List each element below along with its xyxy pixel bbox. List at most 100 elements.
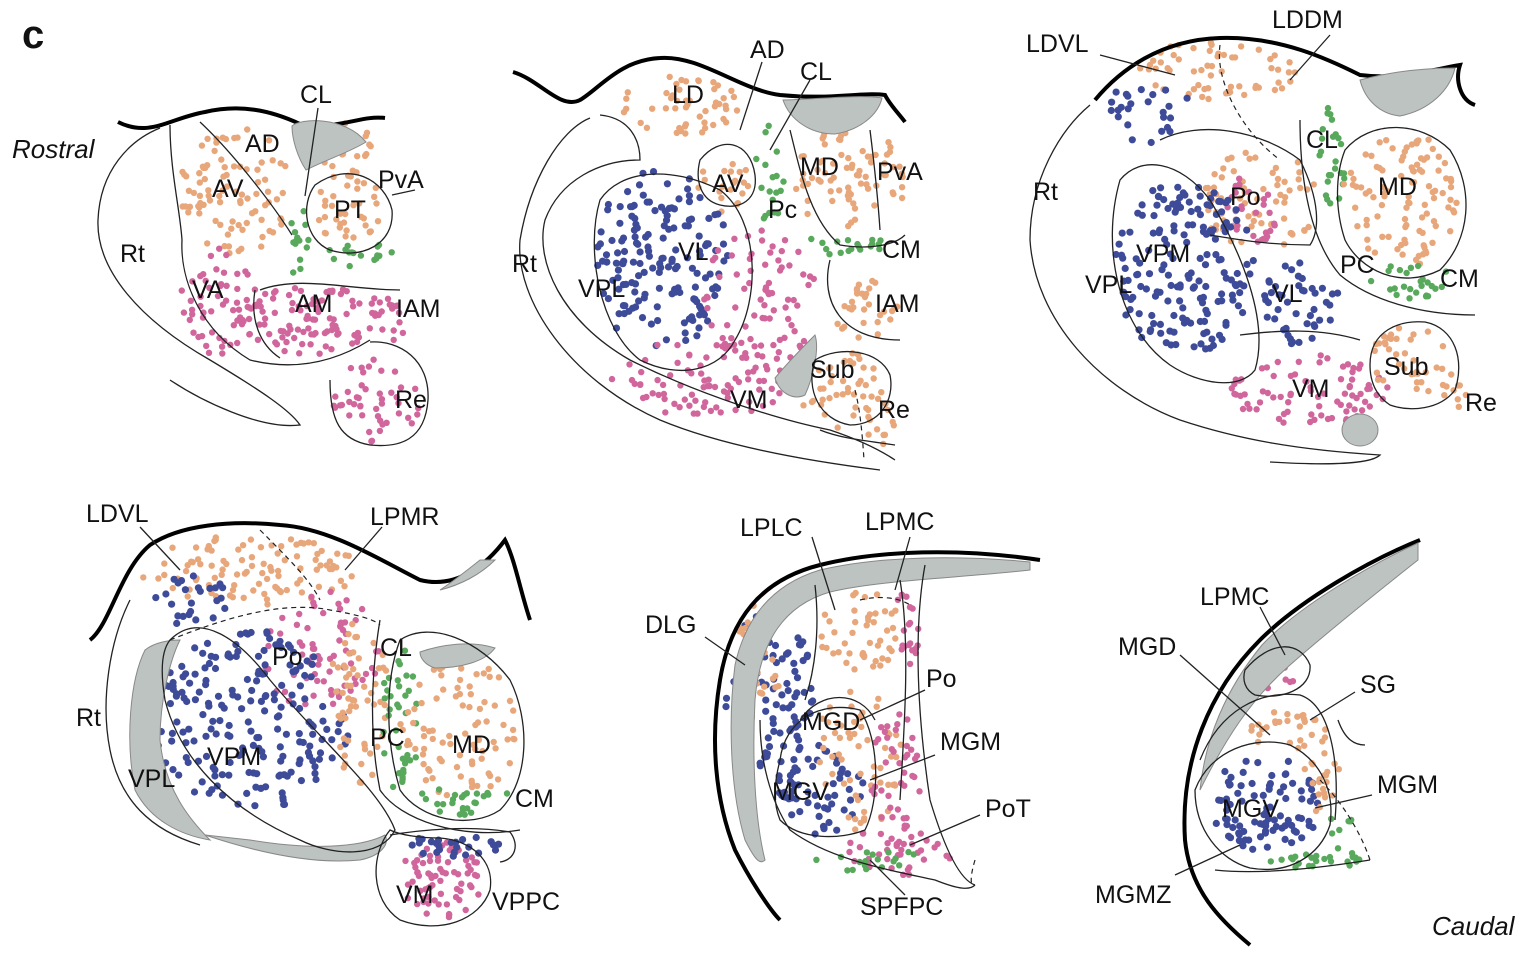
pink-dot (329, 321, 336, 329)
label-AD: AD (245, 130, 280, 158)
pink-dot (311, 316, 319, 323)
pink-dot (378, 308, 385, 315)
pink-dot (1346, 402, 1353, 409)
orange-dot (185, 209, 192, 216)
orange-dot (1245, 213, 1252, 220)
pink-dot (754, 351, 761, 359)
orange-dot (1374, 213, 1381, 220)
blue-dot (604, 206, 612, 214)
pink-dot (888, 835, 895, 842)
pink-dot (878, 787, 885, 794)
pink-dot (310, 296, 317, 303)
blue-dot (199, 649, 207, 657)
blue-dot (1294, 272, 1302, 280)
pink-dot (741, 285, 748, 292)
pink-dot (881, 728, 889, 736)
pink-dot (262, 290, 269, 298)
blue-dot (769, 719, 777, 728)
green-dot (409, 673, 417, 680)
orange-dot (851, 607, 858, 614)
blue-dot (604, 200, 613, 209)
orange-dot (439, 739, 446, 746)
blue-dot (1232, 206, 1240, 214)
orange-dot (342, 233, 349, 240)
pink-dot (768, 289, 776, 297)
pink-dot (303, 302, 311, 310)
orange-dot (884, 656, 892, 664)
pink-dot (431, 897, 438, 904)
pink-dot (199, 314, 207, 321)
orange-dot (189, 559, 196, 566)
blue-dot (211, 664, 220, 673)
label-Re: Re (395, 386, 427, 414)
orange-dot (248, 210, 256, 217)
pink-dot (637, 381, 644, 388)
orange-dot (218, 156, 225, 163)
blue-dot (209, 717, 217, 725)
blue-dot (208, 786, 216, 794)
orange-dot (860, 808, 868, 816)
orange-dot (1389, 145, 1396, 152)
pink-dot (384, 295, 392, 302)
pink-dot (732, 406, 739, 414)
orange-dot (229, 218, 236, 225)
orange-dot (886, 148, 894, 156)
orange-dot (259, 233, 266, 241)
pink-dot (738, 339, 745, 346)
orange-dot (711, 85, 718, 93)
blue-dot (323, 725, 331, 734)
orange-dot (1272, 164, 1280, 172)
pink-dot (378, 396, 386, 403)
orange-dot (736, 168, 743, 176)
orange-dot (1395, 360, 1403, 368)
blue-dot (301, 671, 309, 680)
orange-dot (676, 86, 683, 93)
orange-dot (248, 562, 256, 570)
blue-dot (1271, 283, 1280, 291)
orange-dot (888, 753, 895, 760)
blue-dot (1297, 787, 1305, 795)
pink-dot (359, 412, 366, 419)
orange-dot (848, 298, 856, 305)
pink-dot (1337, 376, 1345, 383)
orange-dot (1300, 711, 1307, 719)
pink-dot (234, 285, 241, 293)
orange-dot (1422, 249, 1430, 257)
orange-dot (486, 772, 494, 780)
blue-dot (813, 802, 822, 810)
blue-dot (622, 280, 630, 288)
orange-dot (727, 168, 735, 175)
orange-dot (238, 191, 246, 198)
orange-dot (194, 556, 202, 563)
orange-dot (1324, 768, 1331, 776)
blue-dot (1298, 795, 1306, 803)
orange-dot (1382, 341, 1389, 348)
pink-dot (786, 262, 793, 269)
orange-dot (200, 201, 207, 208)
orange-dot (1447, 175, 1455, 183)
pink-dot (732, 304, 739, 311)
blue-dot (1148, 311, 1156, 320)
orange-dot (220, 173, 227, 180)
blue-dot (472, 833, 480, 842)
section-3: LDDM LDVL CL MD Rt Po VPM PC CM VPL VL S… (1026, 6, 1497, 465)
blue-dot (1170, 227, 1178, 235)
orange-dot (404, 709, 412, 716)
green-dot (388, 249, 395, 256)
orange-dot (1347, 169, 1355, 176)
orange-dot (347, 703, 355, 710)
orange-dot (819, 135, 826, 142)
blue-dot (659, 254, 667, 262)
pink-dot (770, 307, 777, 314)
orange-dot (1429, 145, 1437, 153)
pink-dot (434, 857, 442, 864)
label-VPM: VPM (1136, 240, 1190, 268)
blue-dot (1112, 250, 1120, 259)
orange-dot (1272, 198, 1280, 205)
blue-dot (840, 806, 848, 814)
blue-dot (1265, 278, 1273, 286)
pink-dot (349, 297, 356, 304)
blue-dot (660, 222, 668, 230)
green-dot (1432, 285, 1439, 292)
orange-dot (219, 187, 226, 194)
